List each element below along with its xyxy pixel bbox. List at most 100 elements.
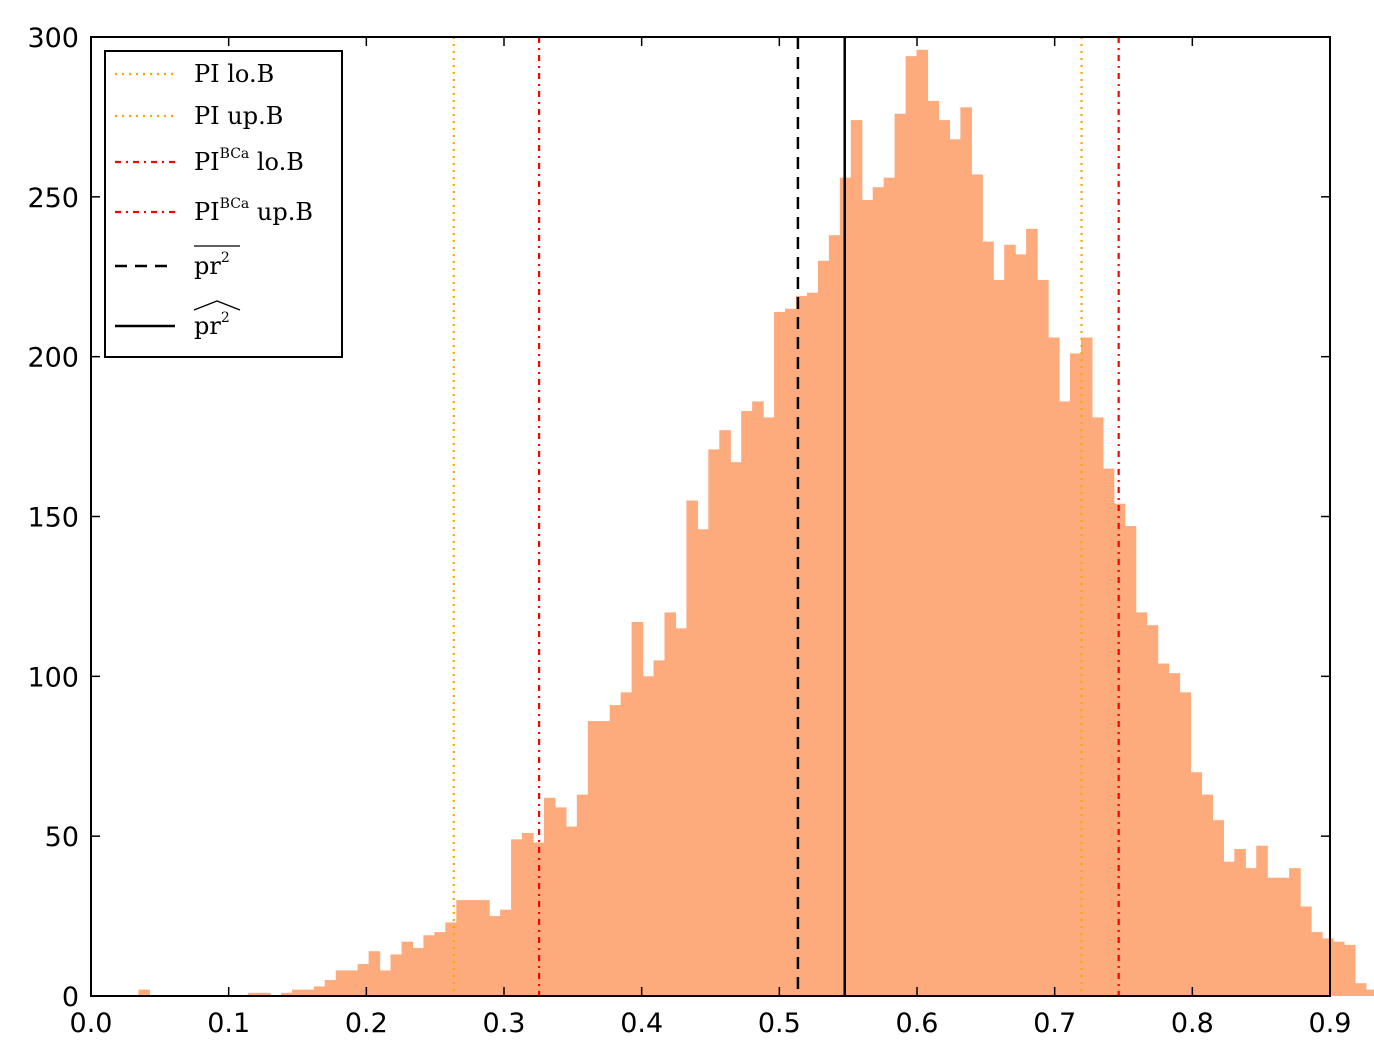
histogram-bar <box>631 621 644 996</box>
histogram-bar <box>916 49 929 996</box>
x-tick-label: 0.1 <box>207 1008 250 1039</box>
histogram-bar <box>1113 503 1126 996</box>
histogram-bar <box>795 295 808 996</box>
histogram-bar <box>785 308 797 996</box>
histogram-bar <box>412 948 425 996</box>
histogram-bar <box>719 430 731 996</box>
legend-item: pr2 <box>115 300 241 340</box>
histogram-bar <box>1332 941 1345 996</box>
histogram-bar <box>1179 692 1192 996</box>
histogram-bar <box>543 797 556 996</box>
histogram-bar <box>445 922 457 996</box>
legend-box <box>104 50 343 358</box>
histogram-bar <box>456 900 468 996</box>
legend: PI lo.B PI up.B PIBCa lo.B PIBCa up.B pr2 pr2 <box>104 50 343 358</box>
histogram-bar <box>379 970 392 996</box>
histogram-bar <box>730 462 742 996</box>
histogram-bar <box>675 628 688 996</box>
histogram-bar <box>861 200 874 996</box>
x-tick-label: 0.8 <box>1171 1008 1214 1039</box>
histogram-bar <box>1343 944 1356 996</box>
histogram-bar <box>850 120 863 996</box>
histogram-bar <box>1091 417 1104 996</box>
histogram-bar <box>1157 663 1170 996</box>
histogram-bar <box>686 500 698 996</box>
histogram-bar <box>817 260 830 996</box>
legend-item: PI up.B <box>115 102 283 130</box>
histogram-bar <box>500 909 512 996</box>
histogram-bar <box>259 992 271 996</box>
histogram-bar <box>664 612 677 996</box>
histogram-bar <box>620 692 633 996</box>
histogram-bar <box>1058 401 1071 996</box>
histogram-bar <box>1256 845 1268 996</box>
histogram-bar <box>280 992 293 996</box>
histogram-bar <box>1069 353 1082 997</box>
histogram-bar <box>291 989 304 996</box>
histogram-bar <box>872 187 885 996</box>
histogram-bar <box>313 986 326 996</box>
x-tick-label: 0.7 <box>1033 1008 1076 1039</box>
histogram-bar <box>1026 228 1038 997</box>
histogram-bar <box>642 676 655 996</box>
histogram-bar <box>1102 468 1115 996</box>
x-tick-label: 0.3 <box>483 1008 526 1039</box>
y-tick-label: 250 <box>27 183 79 214</box>
histogram-bar <box>1190 772 1203 996</box>
histogram-bar <box>335 970 348 996</box>
histogram-bar <box>576 794 589 996</box>
histogram-bar <box>927 100 940 996</box>
histogram-bar <box>806 292 819 996</box>
histogram-bar <box>324 980 337 996</box>
histogram-bar <box>1212 820 1224 996</box>
histogram-bar <box>1223 861 1235 996</box>
histogram-bar <box>478 900 490 996</box>
histogram-bar <box>1080 337 1093 996</box>
legend-label: pr2 <box>194 310 230 340</box>
histogram-bar <box>905 56 918 997</box>
histogram-bar <box>138 989 151 996</box>
legend-label: pr2 <box>194 250 230 280</box>
histogram-bar <box>1245 868 1257 996</box>
x-tick-label: 0.6 <box>896 1008 939 1039</box>
histogram-bar <box>1135 612 1148 996</box>
histogram-bar <box>1004 244 1016 997</box>
histogram-bar <box>1234 848 1246 996</box>
histogram-bar <box>554 807 567 996</box>
histogram-bar <box>1037 279 1049 996</box>
histogram-bar <box>1300 906 1312 996</box>
histogram-bar <box>522 832 534 996</box>
histogram-bar <box>423 935 435 996</box>
legend-label: PIBCa lo.B <box>194 146 304 176</box>
legend-item: PI lo.B <box>115 60 274 88</box>
histogram-bar <box>1365 989 1374 996</box>
histogram-bar <box>1168 673 1181 996</box>
histogram-bar <box>1201 794 1214 996</box>
y-tick-label: 50 <box>45 822 79 853</box>
histogram-bar <box>587 721 600 996</box>
histogram-bar <box>609 705 622 996</box>
histogram-bar <box>971 174 983 996</box>
histogram-bar <box>1015 254 1027 996</box>
histogram-bar <box>1321 938 1334 996</box>
histogram-bar <box>248 992 260 996</box>
histogram-bar <box>653 660 666 996</box>
y-tick-label: 100 <box>27 662 79 693</box>
histogram-bar <box>565 826 578 996</box>
histogram-bar <box>1354 983 1367 996</box>
histogram-bar <box>708 449 720 996</box>
histogram-bar <box>960 107 972 997</box>
legend-label: PIBCa up.B <box>194 196 313 226</box>
histogram-bar <box>1124 526 1137 996</box>
x-tick-label: 0.2 <box>345 1008 388 1039</box>
histogram-bar <box>1267 877 1279 996</box>
legend-item: PIBCa lo.B <box>115 146 304 176</box>
histogram-bar <box>763 417 775 996</box>
histogram-bar <box>434 932 446 996</box>
histogram-bar <box>993 279 1005 996</box>
histogram-bar <box>357 964 370 996</box>
y-tick-label: 150 <box>27 503 79 534</box>
x-tick-label: 0.0 <box>70 1008 113 1039</box>
x-tick-label: 0.9 <box>1309 1008 1352 1039</box>
